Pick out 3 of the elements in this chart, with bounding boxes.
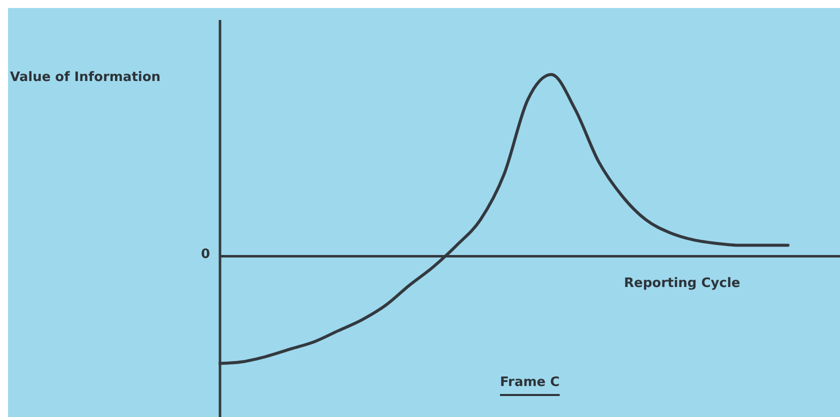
- y-axis-title: Value of Information: [10, 70, 161, 85]
- annotation: 0: [200, 247, 210, 262]
- x-axis-title: Reporting Cycle: [624, 276, 740, 292]
